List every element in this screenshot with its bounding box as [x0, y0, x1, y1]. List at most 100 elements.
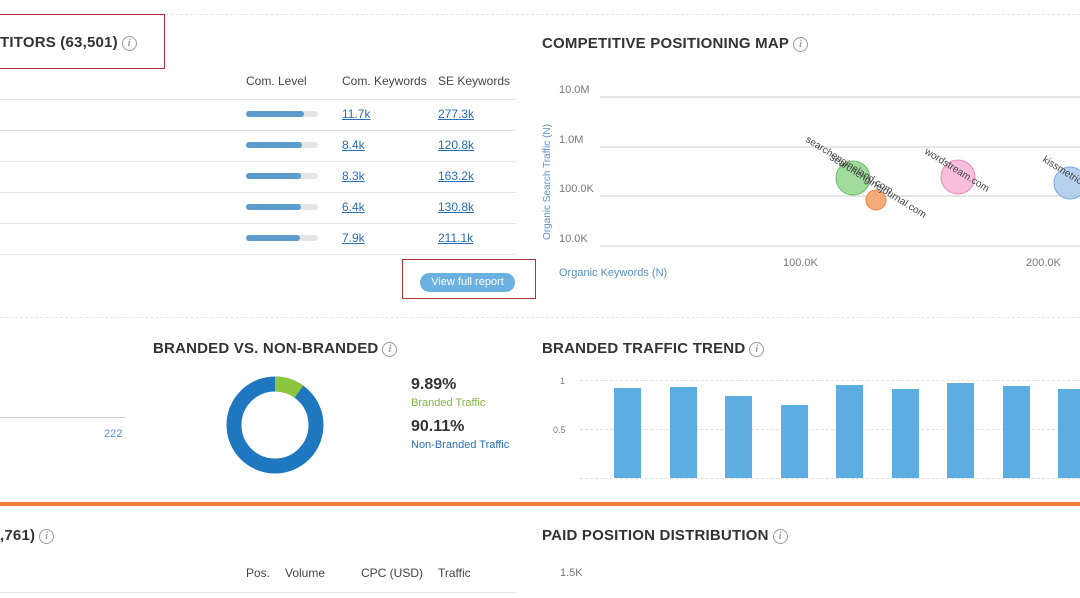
x-axis-label: Organic Keywords (N) — [559, 267, 667, 279]
info-icon[interactable]: i — [121, 36, 137, 51]
table-row[interactable]: 11.7k 277.3k — [0, 99, 516, 130]
table-row[interactable]: 7.9k 211.1k — [0, 223, 516, 254]
branded-title-text: BRANDED VS. NON-BRANDED — [153, 340, 379, 357]
info-icon[interactable]: i — [749, 342, 765, 357]
com-level-bar — [246, 173, 318, 179]
y-tick: 10.0M — [559, 84, 590, 96]
top-divider — [0, 14, 1080, 15]
com-level-bar-fill — [246, 173, 301, 179]
trend-grid-line — [580, 380, 1080, 381]
paid-distribution-title-text: PAID POSITION DISTRIBUTION — [542, 527, 769, 544]
se-keywords-link[interactable]: 163.2k — [438, 169, 475, 183]
se-keywords-link[interactable]: 120.8k — [438, 138, 475, 152]
paid-keywords-title: ,761) i — [0, 527, 55, 544]
non-branded-label: Non-Branded Traffic — [411, 439, 510, 451]
trend-bar[interactable] — [1002, 385, 1030, 478]
donut-branded — [226, 376, 324, 474]
branded-donut — [226, 376, 324, 474]
branded-title: BRANDED VS. NON-BRANDED i — [153, 340, 398, 357]
table-row[interactable]: 6.4k 130.8k — [0, 192, 516, 223]
trend-title-text: BRANDED TRAFFIC TREND — [542, 340, 746, 357]
se-keywords-link[interactable]: 277.3k — [438, 107, 475, 121]
info-icon[interactable]: i — [382, 342, 398, 357]
col-header-cpc[interactable]: CPC (USD) — [361, 566, 423, 580]
trend-bar[interactable] — [1058, 388, 1080, 478]
table-row[interactable]: 8.4k 120.8k — [0, 130, 516, 161]
table-row[interactable]: 8.3k 163.2k — [0, 161, 516, 192]
table-row-divider — [0, 130, 516, 131]
com-keywords-link[interactable]: 8.3k — [342, 169, 365, 183]
competitors-title-text: TITORS (63,501) — [0, 34, 118, 51]
trend-grid-line — [580, 478, 1080, 479]
paid-distribution-title: PAID POSITION DISTRIBUTION i — [542, 527, 788, 544]
branded-label: Branded Traffic — [411, 397, 486, 409]
left-chart-value: 222 — [104, 428, 123, 440]
com-keywords-link[interactable]: 6.4k — [342, 200, 365, 214]
paid-keywords-title-text: ,761) — [0, 527, 36, 544]
com-level-bar — [246, 204, 318, 210]
y-tick: 10.0K — [559, 233, 588, 245]
bubble-searchengineland[interactable] — [835, 160, 871, 196]
info-icon[interactable]: i — [793, 37, 809, 52]
view-full-report-button[interactable]: View full report — [420, 273, 515, 292]
com-level-bar — [246, 111, 318, 117]
x-tick: 100.0K — [783, 257, 819, 269]
com-keywords-link[interactable]: 7.9k — [342, 231, 365, 245]
col-header-pos[interactable]: Pos. — [246, 566, 271, 580]
com-level-bar-fill — [246, 142, 303, 148]
trend-grid-line — [580, 429, 1080, 430]
competitors-title-highlight — [0, 14, 165, 69]
com-keywords-link[interactable]: 11.7k — [342, 107, 371, 121]
com-keywords-link[interactable]: 8.4k — [342, 138, 365, 152]
trend-bar[interactable] — [891, 388, 919, 478]
table-row-divider — [0, 192, 516, 193]
table-row-divider — [0, 161, 516, 162]
com-level-bar — [246, 235, 318, 241]
trend-y-tick: 1 — [560, 376, 566, 386]
com-level-bar-fill — [246, 235, 300, 241]
y-axis-label: Organic Search Traffic (N) — [542, 124, 553, 240]
bubble-searchenginejournal[interactable] — [865, 189, 887, 211]
trend-bar[interactable] — [725, 395, 752, 478]
positioning-map-title-text: COMPETITIVE POSITIONING MAP — [542, 35, 790, 52]
view-report-highlight — [402, 259, 536, 299]
y-tick: 100.0K — [559, 183, 595, 195]
com-level-bar-fill — [246, 204, 301, 210]
donut-non-branded — [226, 376, 324, 474]
y-tick: 1.0M — [559, 134, 583, 146]
info-icon[interactable]: i — [772, 529, 788, 544]
table-header-line — [0, 592, 516, 593]
trend-bar[interactable] — [836, 384, 863, 478]
trend-bar[interactable] — [947, 382, 974, 478]
col-header-com-keywords[interactable]: Com. Keywords — [342, 74, 427, 88]
col-header-volume[interactable]: Volume — [285, 566, 326, 580]
table-header-line — [0, 99, 516, 100]
col-header-se-keywords[interactable]: SE Keywords — [438, 74, 511, 88]
trend-title: BRANDED TRAFFIC TREND i — [542, 340, 765, 357]
left-chart-axis — [0, 417, 125, 418]
se-keywords-link[interactable]: 211.1k — [438, 231, 474, 245]
branded-percent: 9.89% — [411, 376, 457, 393]
positioning-map-chart: Organic Search Traffic (N) 10.0M 1.0M 10… — [542, 84, 1080, 279]
positioning-map-title: COMPETITIVE POSITIONING MAP i — [542, 35, 809, 52]
bubble-wordstream[interactable] — [940, 159, 976, 195]
non-branded-percent: 90.11% — [411, 418, 465, 435]
info-icon[interactable]: i — [39, 529, 55, 544]
section-divider — [0, 317, 1080, 318]
section-accent-divider — [0, 502, 1080, 506]
se-keywords-link[interactable]: 130.8k — [438, 200, 475, 214]
com-level-bar-fill — [246, 111, 304, 117]
trend-y-tick: 0.5 — [553, 425, 566, 435]
competitors-title: TITORS (63,501) i — [0, 34, 137, 51]
x-tick: 200.0K — [1026, 257, 1062, 269]
table-row-divider — [0, 223, 516, 224]
bubble-kissmetrics[interactable] — [1053, 166, 1080, 200]
trend-bar[interactable] — [780, 404, 808, 478]
trend-bar[interactable] — [669, 386, 697, 478]
table-row-divider — [0, 254, 516, 255]
com-level-bar — [246, 142, 318, 148]
col-header-traffic[interactable]: Traffic — [438, 566, 471, 580]
trend-bar[interactable] — [614, 387, 641, 478]
col-header-com-level[interactable]: Com. Level — [246, 74, 307, 88]
paid-distribution-y-tick: 1.5K — [560, 567, 583, 579]
